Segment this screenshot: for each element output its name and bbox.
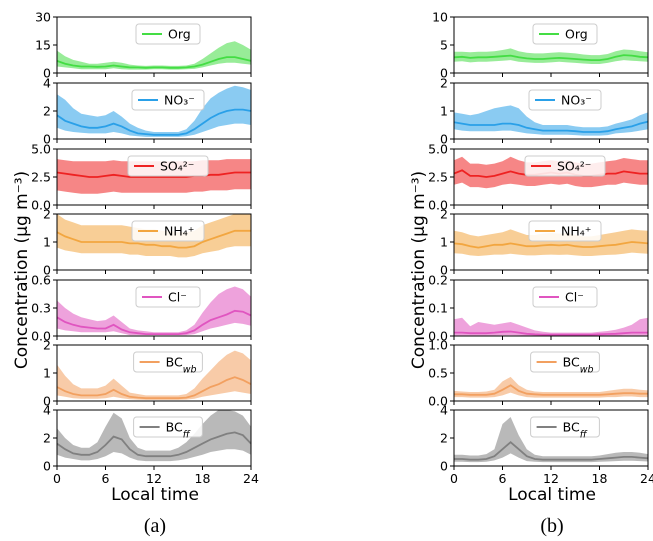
- legend-label: NH₄⁺: [561, 224, 591, 239]
- y-tick-label: 2.5: [428, 170, 448, 185]
- x-tick-label: 12: [543, 471, 559, 486]
- legend-label: Cl⁻: [168, 290, 187, 305]
- y-axis-label-left: Concentration (μg m⁻³): [12, 171, 32, 369]
- y-tick-label: 0.3: [31, 301, 51, 316]
- legend-label: SO₄²⁻: [160, 159, 194, 174]
- legend-label: Org: [565, 27, 588, 42]
- y-tick-label: 0.1: [428, 301, 448, 316]
- x-axis-label-left: Local time: [111, 485, 199, 505]
- legend-label: Cl⁻: [565, 290, 584, 305]
- x-tick-label: 18: [195, 471, 211, 486]
- y-tick-label: 4: [43, 76, 51, 91]
- legend-label: NO₃⁻: [164, 93, 195, 108]
- panel-label-b: (b): [540, 515, 563, 537]
- y-tick-label: 1: [43, 235, 51, 250]
- legend-label: NO₃⁻: [561, 93, 592, 108]
- y-tick-label: 15: [35, 38, 51, 53]
- legend-label-subscript: ff: [580, 429, 588, 440]
- y-axis-label-text: Concentration (μg m⁻³): [409, 171, 429, 369]
- y-tick-label: 4: [440, 403, 448, 418]
- x-tick-label: 24: [640, 471, 653, 486]
- legend: SO₄²⁻: [525, 156, 605, 176]
- y-tick-label: 2: [43, 338, 51, 353]
- y-axis-label-right: Concentration (μg m⁻³): [409, 171, 429, 369]
- panel-label-a: (a): [144, 515, 166, 537]
- legend-label-subscript: wb: [183, 364, 197, 375]
- y-tick-label: 1: [43, 366, 51, 381]
- y-tick-label: 1: [440, 104, 448, 119]
- legend: Cl⁻: [533, 287, 597, 307]
- y-tick-label: 30: [35, 10, 51, 25]
- legend: BCff: [134, 417, 203, 440]
- legend: Org: [136, 24, 200, 44]
- y-tick-label: 0.6: [31, 273, 51, 288]
- x-tick-label: 0: [450, 471, 458, 486]
- y-tick-label: 0: [440, 459, 448, 474]
- legend-label-subscript: ff: [183, 429, 191, 440]
- x-tick-label: 24: [243, 471, 259, 486]
- x-axis-label-right: Local time: [508, 485, 596, 505]
- legend-label: Org: [168, 27, 191, 42]
- y-tick-label: 2: [43, 431, 51, 446]
- y-tick-label: 1.0: [428, 338, 448, 353]
- y-tick-label: 2: [43, 207, 51, 222]
- y-tick-label: 0: [43, 459, 51, 474]
- legend: NO₃⁻: [132, 90, 204, 110]
- legend: BCwb: [134, 352, 203, 375]
- y-tick-label: 5.0: [428, 142, 448, 157]
- y-tick-label: 1: [440, 235, 448, 250]
- y-tick-label: 0.5: [428, 366, 448, 381]
- y-tick-label: 10: [432, 10, 448, 25]
- y-tick-label: 5: [440, 38, 448, 53]
- y-tick-label: 5.0: [31, 142, 51, 157]
- legend: NH₄⁺: [132, 221, 204, 241]
- legend: NH₄⁺: [529, 221, 601, 241]
- y-tick-label: 4: [43, 403, 51, 418]
- legend: Cl⁻: [136, 287, 200, 307]
- x-tick-label: 0: [53, 471, 61, 486]
- x-tick-label: 6: [499, 471, 507, 486]
- x-tick-label: 18: [592, 471, 608, 486]
- legend-label: NH₄⁺: [164, 224, 194, 239]
- y-tick-label: 2.5: [31, 170, 51, 185]
- y-tick-label: 2: [440, 431, 448, 446]
- x-tick-label: 12: [146, 471, 162, 486]
- x-tick-label: 6: [102, 471, 110, 486]
- y-tick-label: 0.2: [428, 273, 448, 288]
- legend: NO₃⁻: [529, 90, 601, 110]
- y-tick-label: 2: [440, 76, 448, 91]
- y-tick-label: 2: [440, 207, 448, 222]
- y-tick-label: 2: [43, 104, 51, 119]
- legend-label-subscript: wb: [580, 364, 594, 375]
- legend-label: SO₄²⁻: [557, 159, 591, 174]
- y-axis-label-text: Concentration (μg m⁻³): [12, 171, 32, 369]
- legend: Org: [533, 24, 597, 44]
- legend: BCwb: [531, 352, 600, 375]
- legend: SO₄²⁻: [128, 156, 208, 176]
- legend: BCff: [531, 417, 600, 440]
